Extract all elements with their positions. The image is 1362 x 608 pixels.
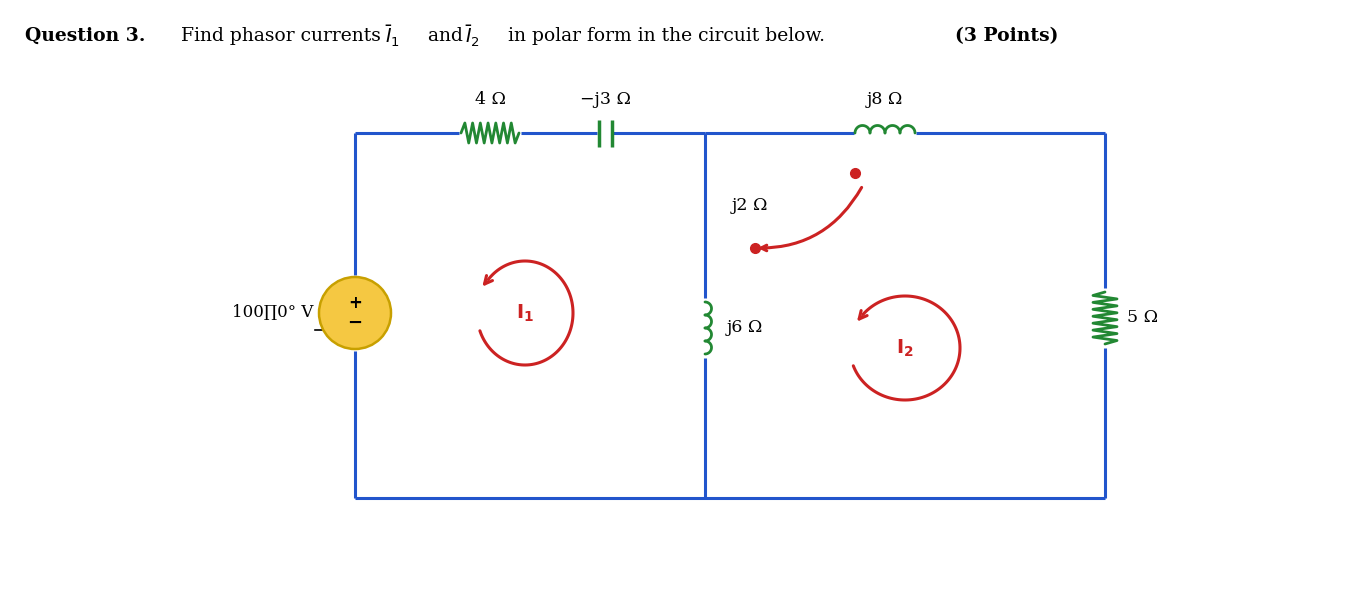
- Text: $\mathbf{I_1}$: $\mathbf{I_1}$: [516, 302, 534, 323]
- Text: j6 Ω: j6 Ω: [727, 319, 763, 336]
- Text: +: +: [349, 294, 362, 312]
- Text: $\bar{I}_2$: $\bar{I}_2$: [464, 24, 479, 49]
- Text: Find phasor currents: Find phasor currents: [174, 27, 387, 45]
- Text: and: and: [422, 27, 469, 45]
- Text: −: −: [347, 314, 362, 332]
- Text: 4 Ω: 4 Ω: [474, 91, 505, 108]
- Text: 100∏0° V: 100∏0° V: [232, 305, 313, 322]
- Text: j8 Ω: j8 Ω: [866, 91, 903, 108]
- Text: $\bar{I}_1$: $\bar{I}_1$: [385, 24, 400, 49]
- Text: −j3 Ω: −j3 Ω: [580, 91, 631, 108]
- Text: (3 Points): (3 Points): [955, 27, 1058, 45]
- Text: 5 Ω: 5 Ω: [1126, 309, 1158, 326]
- Text: Question 3.: Question 3.: [25, 27, 146, 45]
- Text: j2 Ω: j2 Ω: [731, 197, 768, 214]
- Text: $\mathbf{I_2}$: $\mathbf{I_2}$: [896, 337, 914, 359]
- Text: in polar form in the circuit below.: in polar form in the circuit below.: [503, 27, 825, 45]
- Circle shape: [319, 277, 391, 349]
